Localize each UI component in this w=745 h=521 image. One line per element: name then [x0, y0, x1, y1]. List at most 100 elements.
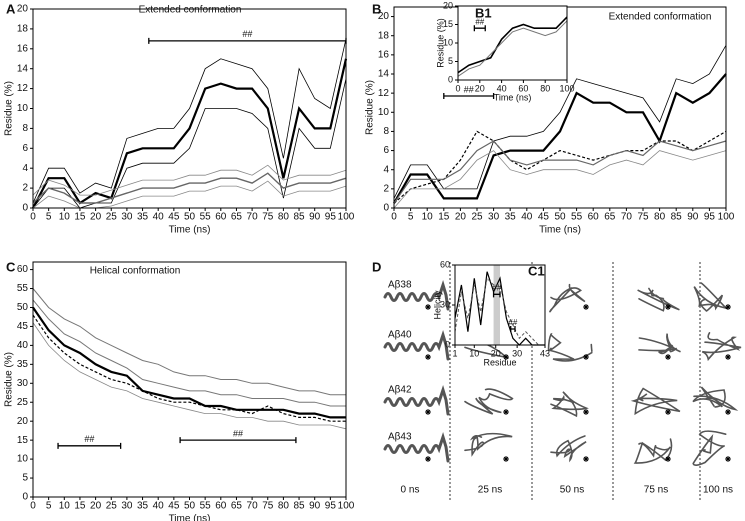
y-tick-label: 60 — [17, 264, 29, 275]
annotation-bar — [473, 25, 486, 32]
x-tick-label: 30 — [512, 348, 522, 358]
x-tick-label: 5 — [46, 212, 52, 223]
x-tick-label: 45 — [538, 212, 550, 223]
x-tick-label: 80 — [540, 83, 550, 93]
y-tick-label: 6 — [22, 143, 28, 154]
annotation-bar — [57, 442, 122, 449]
data-line — [32, 78, 347, 209]
x-tick-label: 0 — [30, 501, 36, 512]
time-label: 25 ns — [478, 485, 502, 496]
x-tick-label: 60 — [215, 501, 227, 512]
highlight — [493, 265, 500, 345]
x-tick-label: 20 — [90, 212, 102, 223]
terminus-star — [425, 456, 431, 462]
x-tick-label: 25 — [471, 212, 483, 223]
x-tick-label: 75 — [262, 212, 274, 223]
annotation-bar — [443, 93, 495, 100]
structure — [549, 283, 586, 313]
structure — [383, 432, 450, 463]
terminus-star — [725, 456, 731, 462]
peptide-label: Aβ43 — [388, 432, 412, 443]
data-line — [393, 150, 727, 209]
structure — [383, 330, 450, 361]
x-tick-label: 65 — [231, 212, 243, 223]
terminus-star — [503, 409, 509, 415]
data-line — [457, 20, 568, 77]
x-tick-label: 25 — [106, 212, 118, 223]
annotation: ## — [84, 434, 94, 444]
annotation: ## — [475, 17, 484, 26]
terminus-star — [665, 409, 671, 415]
x-tick-label: 100 — [338, 212, 355, 223]
terminus-star — [583, 456, 589, 462]
x-tick-label: 20 — [455, 212, 467, 223]
x-tick-label: 85 — [671, 212, 683, 223]
x-tick-label: 30 — [488, 212, 500, 223]
y-tick-label: 20 — [378, 11, 390, 22]
x-tick-label: 60 — [215, 212, 227, 223]
annotation: ## — [464, 84, 474, 94]
x-tick-label: 35 — [137, 212, 149, 223]
x-tick-label: 100 — [338, 501, 355, 512]
x-tick-label: 60 — [518, 83, 528, 93]
panel-label: C1 — [528, 263, 545, 278]
structure — [550, 435, 587, 463]
x-tick-label: 95 — [325, 212, 337, 223]
data-line — [32, 164, 347, 196]
y-tick-label: 12 — [378, 88, 390, 99]
data-line — [32, 299, 346, 407]
x-tick-label: 20 — [90, 501, 102, 512]
terminus-star — [583, 409, 589, 415]
y-axis-label: Residue (%) — [365, 80, 376, 135]
x-tick-label: 55 — [571, 212, 583, 223]
plot-frame — [32, 261, 347, 498]
y-tick-label: 6 — [383, 145, 389, 156]
x-tick-label: 10 — [422, 212, 434, 223]
terminus-star — [665, 456, 671, 462]
structure — [383, 280, 450, 311]
x-axis-label: Residue — [483, 357, 516, 367]
annotation-bar — [148, 37, 347, 44]
annotation: ## — [508, 318, 517, 327]
y-tick-label: 30 — [17, 378, 29, 389]
data-line — [32, 322, 347, 430]
structure — [692, 430, 727, 466]
x-tick-label: 85 — [293, 501, 305, 512]
y-tick-label: 14 — [378, 69, 390, 80]
x-tick-label: 55 — [200, 212, 212, 223]
y-tick-label: 20 — [17, 4, 29, 15]
y-tick-label: 0 — [22, 492, 28, 503]
structure — [550, 391, 589, 418]
y-tick-label: 0 — [448, 74, 453, 84]
x-axis-label: Time (ns) — [169, 514, 211, 521]
x-tick-label: 15 — [74, 212, 86, 223]
terminus-star — [503, 456, 509, 462]
x-tick-label: 20 — [475, 83, 485, 93]
data-line — [454, 271, 545, 346]
x-tick-label: 43 — [540, 348, 550, 358]
x-tick-label: 10 — [59, 501, 71, 512]
data-line — [32, 172, 347, 204]
y-tick-label: 8 — [383, 126, 389, 137]
panel-label: D — [372, 259, 381, 274]
structure — [638, 333, 681, 355]
structure — [693, 282, 729, 312]
x-tick-label: 0 — [455, 83, 460, 93]
x-tick-label: 35 — [137, 501, 149, 512]
y-tick-label: 4 — [22, 163, 28, 174]
y-tick-label: 40 — [17, 340, 29, 351]
y-tick-label: 30 — [440, 299, 450, 309]
structure — [630, 387, 681, 416]
x-tick-label: 75 — [262, 501, 274, 512]
annotation: ## — [492, 283, 501, 292]
x-axis-label: Time (ns) — [539, 225, 581, 236]
data-line — [32, 314, 346, 422]
annotation: ## — [242, 29, 252, 39]
terminus-star — [425, 304, 431, 310]
x-tick-label: 30 — [121, 501, 133, 512]
x-tick-label: 40 — [153, 501, 165, 512]
data-line — [32, 58, 348, 209]
y-tick-label: 45 — [17, 321, 29, 332]
y-tick-label: 5 — [448, 56, 453, 66]
y-tick-label: 20 — [443, 0, 453, 10]
